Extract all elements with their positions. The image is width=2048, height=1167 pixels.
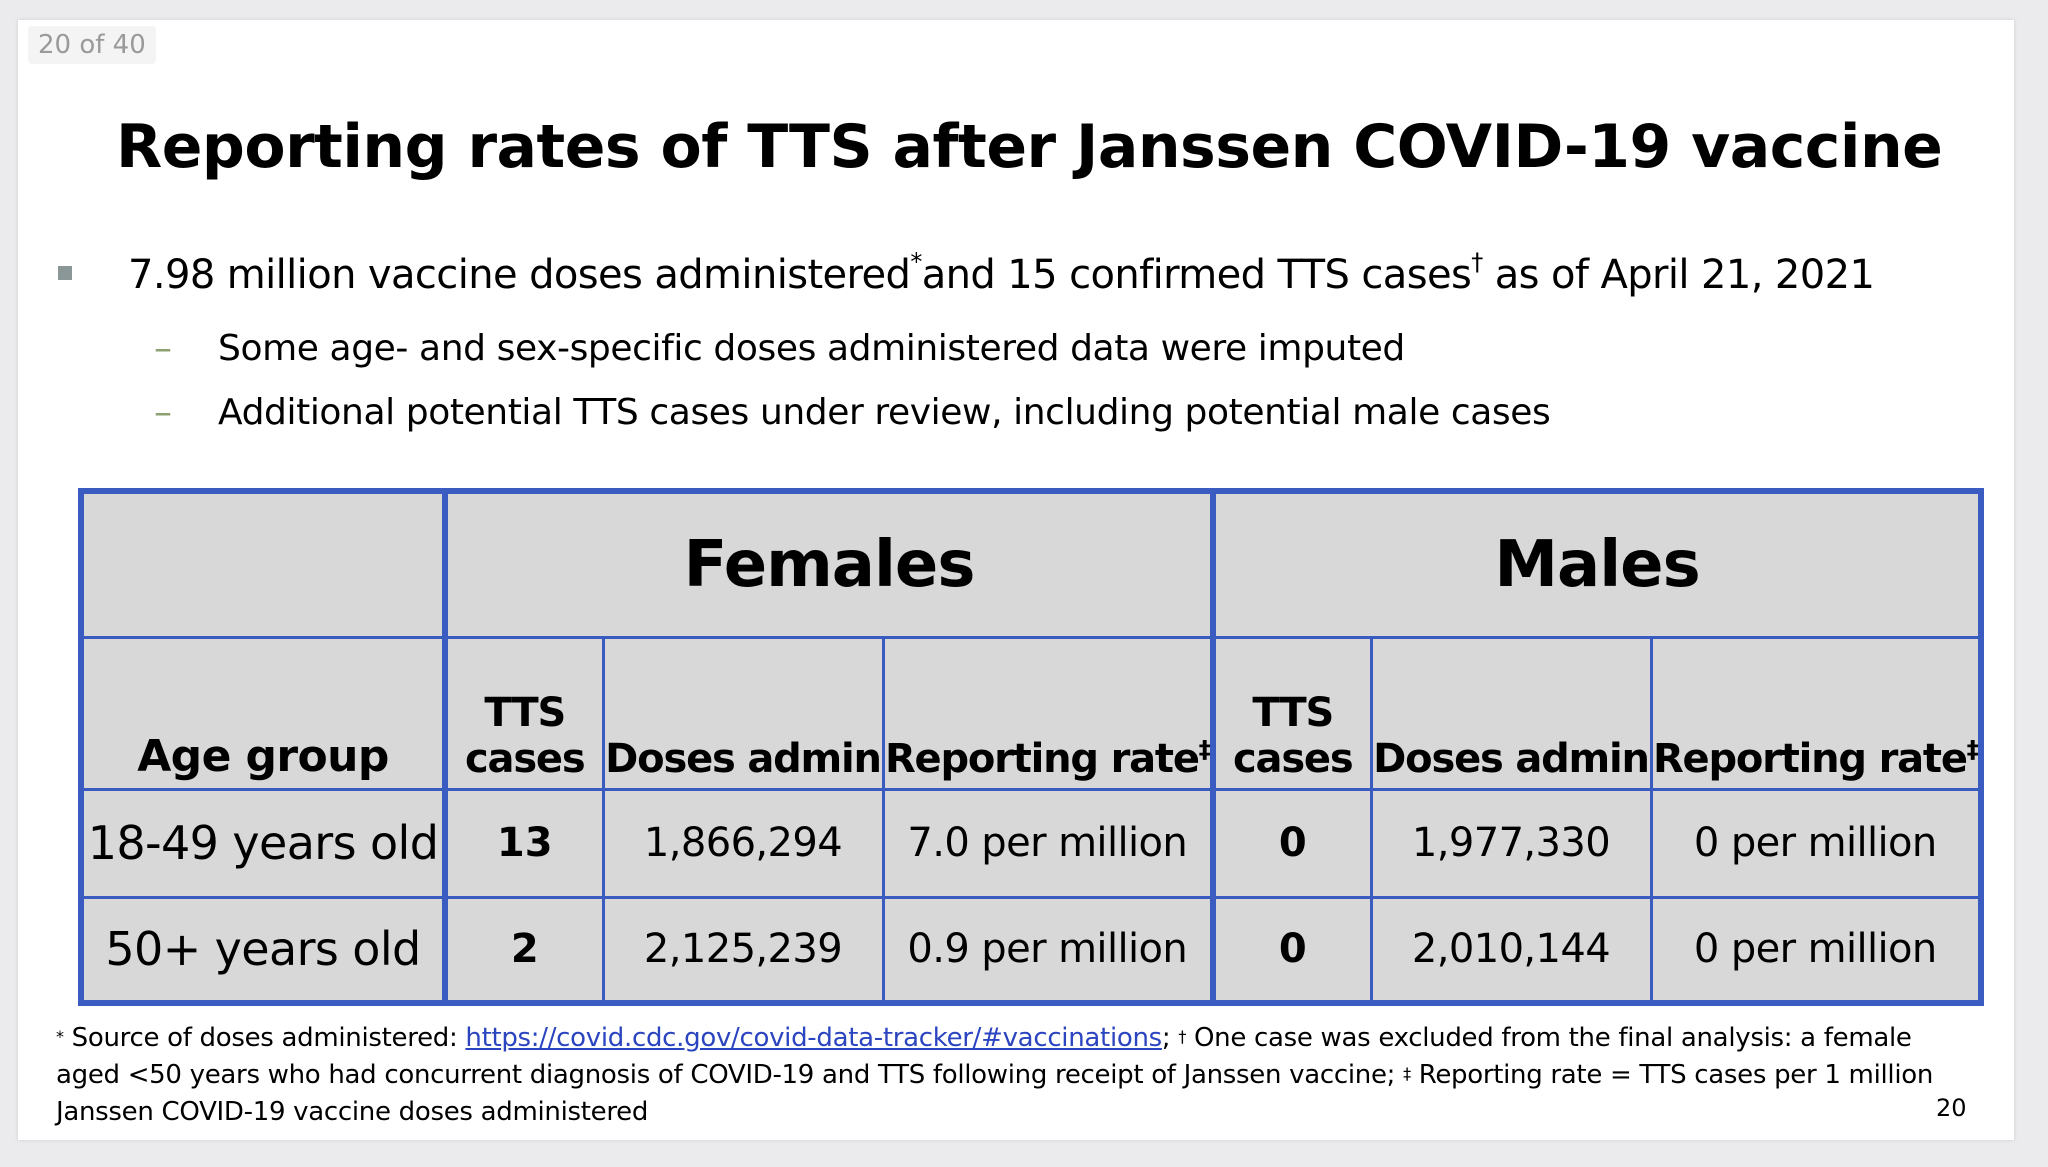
female-rate-cell: 0.9 per million — [881, 895, 1215, 1005]
footnote: * Source of doses administered: https://… — [56, 1023, 1934, 1127]
male-rate-header: Reporting rate‡ — [1649, 635, 1983, 791]
dash-bullet-icon: – — [154, 328, 172, 369]
page-indicator: 20 of 40 — [28, 26, 156, 64]
table-row: 18-49 years old 13 1,866,294 7.0 per mil… — [79, 787, 1983, 899]
female-doses-header: Doses admin — [601, 635, 885, 791]
slide-title: Reporting rates of TTS after Janssen COV… — [116, 112, 1943, 182]
age-cell: 50+ years old — [79, 895, 447, 1005]
group-header-row: Females Males — [79, 489, 1983, 639]
males-header: Males — [1210, 489, 1983, 639]
female-rate-cell: 7.0 per million — [881, 787, 1215, 899]
male-rate-cell: 0 per million — [1649, 895, 1983, 1005]
male-doses-cell: 1,977,330 — [1369, 787, 1653, 899]
male-tts-cell: 0 — [1210, 787, 1373, 899]
main-bullet: 7.98 million vaccine doses administered*… — [58, 248, 1875, 298]
female-doses-cell: 1,866,294 — [601, 787, 885, 899]
male-rate-cell: 0 per million — [1649, 787, 1983, 899]
dagger-mark: † — [1471, 248, 1483, 276]
male-tts-cases-header: TTS cases — [1210, 635, 1373, 791]
asterisk-mark: * — [910, 248, 922, 276]
sub-bullet-text: Some age- and sex-specific doses adminis… — [218, 328, 1405, 369]
sub-bullet: – Some age- and sex-specific doses admini… — [154, 328, 1405, 369]
empty-corner-cell — [79, 489, 447, 639]
column-header-row: Age group TTS cases Doses admin Reporting… — [79, 635, 1983, 791]
bullet-text-part2: and 15 confirmed TTS cases — [921, 252, 1472, 298]
age-cell: 18-49 years old — [79, 787, 447, 899]
slide-number: 20 — [1936, 1094, 1967, 1122]
male-tts-cell: 0 — [1210, 895, 1373, 1005]
sub-bullet-text: Additional potential TTS cases under rev… — [218, 392, 1551, 433]
bullet-text-part3: as of April 21, 2021 — [1482, 252, 1875, 298]
reporting-rates-table: Females Males Age group TTS cases Doses a… — [78, 488, 1984, 1006]
female-tts-cell: 2 — [442, 895, 605, 1005]
bullet-text-part1: 7.98 million vaccine doses administered — [128, 252, 911, 298]
dash-bullet-icon: – — [154, 392, 172, 433]
male-doses-cell: 2,010,144 — [1369, 895, 1653, 1005]
female-tts-cell: 13 — [442, 787, 605, 899]
slide: 20 of 40 Reporting rates of TTS after Ja… — [18, 20, 2014, 1140]
vaccination-data-link[interactable]: https://covid.cdc.gov/covid-data-tracker… — [465, 1023, 1162, 1053]
age-group-header: Age group — [79, 635, 447, 791]
sub-bullet: – Additional potential TTS cases under re… — [154, 392, 1551, 433]
table-row: 50+ years old 2 2,125,239 0.9 per millio… — [79, 895, 1983, 1005]
females-header: Females — [442, 489, 1215, 639]
female-tts-cases-header: TTS cases — [442, 635, 605, 791]
female-rate-header: Reporting rate‡ — [881, 635, 1215, 791]
square-bullet-icon — [58, 266, 72, 280]
male-doses-header: Doses admin — [1369, 635, 1653, 791]
female-doses-cell: 2,125,239 — [601, 895, 885, 1005]
